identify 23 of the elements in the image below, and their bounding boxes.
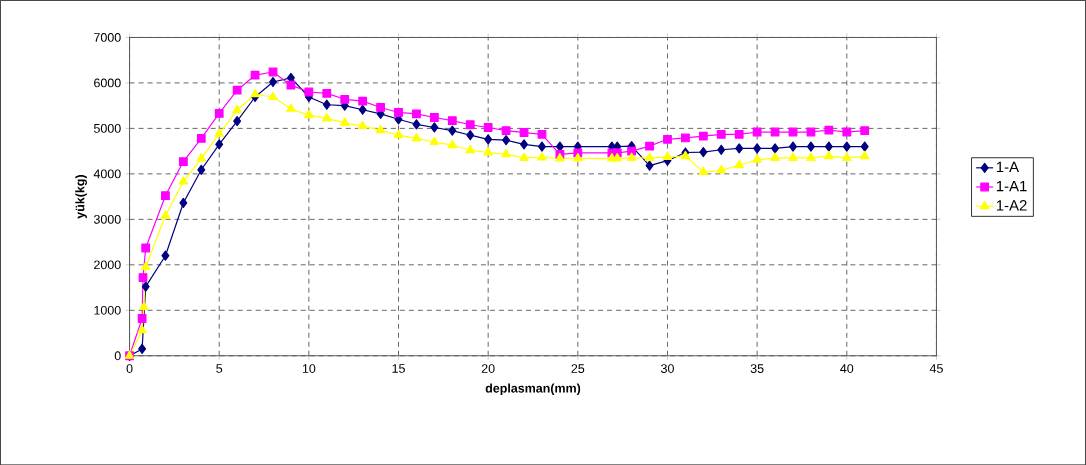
y-axis-title: yük(kg) <box>75 174 87 219</box>
y-tick-label: 7000 <box>94 32 121 42</box>
x-tick-label: 15 <box>392 364 405 373</box>
x-tick-label: 35 <box>750 364 764 373</box>
x-tick-label: 10 <box>302 364 316 373</box>
y-tick-label: 6000 <box>94 78 121 88</box>
x-tick-label: 25 <box>571 364 585 373</box>
y-tick-label: 0 <box>114 351 121 361</box>
x-tick-label: 5 <box>216 364 223 373</box>
x-tick-label: 40 <box>840 364 854 373</box>
x-tick-label: 45 <box>929 364 943 373</box>
y-tick-label: 1000 <box>94 305 121 315</box>
legend-label: 1-A1 <box>996 180 1027 192</box>
legend-label: 1-A <box>996 161 1020 172</box>
y-tick-label: 5000 <box>93 123 121 133</box>
x-axis-title: deplasman(mm) <box>485 383 581 395</box>
x-tick-label: 20 <box>481 364 495 373</box>
y-tick-label: 2000 <box>94 260 121 270</box>
legend-label: 1-A2 <box>996 199 1027 211</box>
x-tick-label: 30 <box>661 364 674 373</box>
y-tick-label: 3000 <box>93 214 121 224</box>
x-tick-label: 0 <box>126 364 133 373</box>
y-tick-label: 4000 <box>93 169 121 179</box>
